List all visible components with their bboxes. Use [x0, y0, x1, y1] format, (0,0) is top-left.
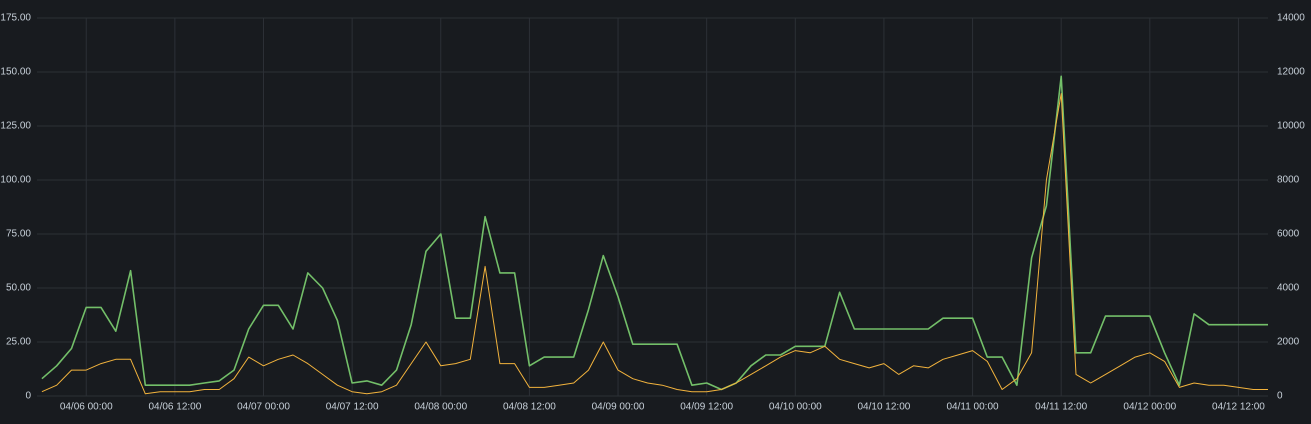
x-tick-label: 04/07 00:00 [237, 402, 290, 413]
y2-tick-label: 14000 [1277, 13, 1305, 24]
y-tick-label: 100.00 [0, 175, 31, 186]
y-tick-label: 25.00 [6, 337, 31, 348]
x-tick-label: 04/10 00:00 [769, 402, 822, 413]
x-tick-label: 04/06 12:00 [148, 402, 201, 413]
x-tick-label: 04/10 12:00 [858, 402, 911, 413]
x-tick-label: 04/09 12:00 [680, 402, 733, 413]
x-tick-label: 04/09 00:00 [592, 402, 645, 413]
y2-tick-label: 4000 [1277, 283, 1300, 294]
x-tick-label: 04/07 12:00 [326, 402, 379, 413]
x-tick-label: 04/11 12:00 [1035, 402, 1088, 413]
x-tick-label: 04/08 00:00 [414, 402, 467, 413]
series-line [41, 93, 1268, 395]
y-tick-label: 50.00 [6, 283, 31, 294]
y-tick-label: 150.00 [0, 67, 31, 78]
y-tick-label: 75.00 [6, 229, 31, 240]
y2-tick-label: 2000 [1277, 337, 1300, 348]
y-tick-label: 175.00 [0, 13, 31, 24]
x-tick-label: 04/06 00:00 [60, 402, 113, 413]
x-tick-label: 04/12 12:00 [1212, 402, 1265, 413]
y2-tick-label: 0 [1277, 391, 1283, 402]
x-tick-label: 04/12 00:00 [1123, 402, 1176, 413]
y-tick-label: 0 [25, 391, 31, 402]
y2-tick-label: 8000 [1277, 175, 1300, 186]
series-line [41, 75, 1268, 391]
y2-tick-label: 12000 [1277, 67, 1305, 78]
x-tick-label: 04/08 12:00 [503, 402, 556, 413]
y2-tick-label: 10000 [1277, 121, 1305, 132]
y-tick-label: 125.00 [0, 121, 31, 132]
y2-tick-label: 6000 [1277, 229, 1300, 240]
x-tick-label: 04/11 00:00 [947, 402, 1000, 413]
